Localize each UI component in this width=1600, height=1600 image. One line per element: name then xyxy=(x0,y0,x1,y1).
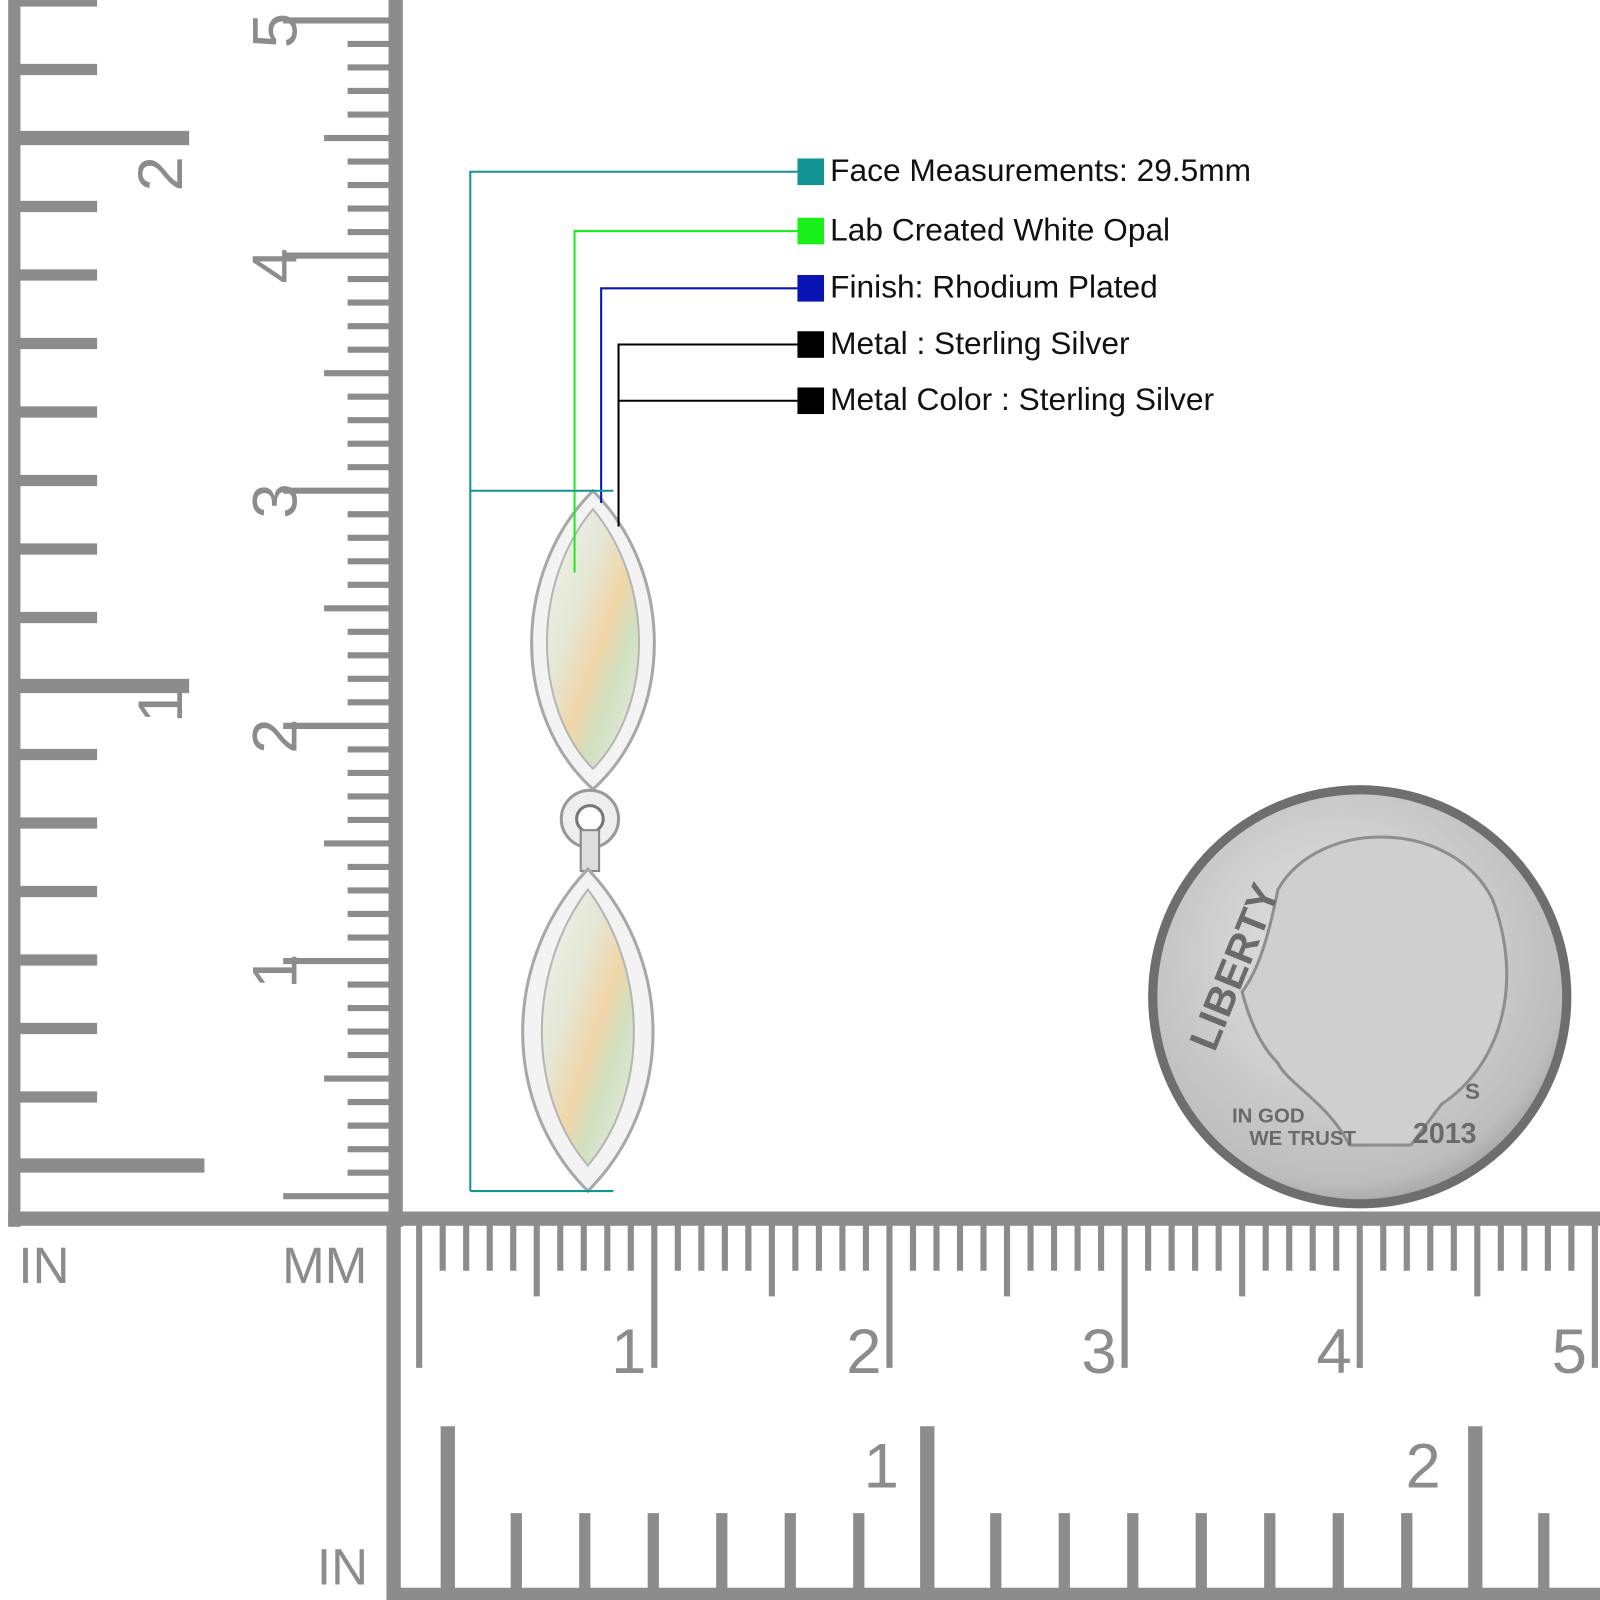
mm-number: 2 xyxy=(240,718,310,753)
legend-swatch xyxy=(797,275,825,302)
spec-label: Face Measurements: 29.5mm xyxy=(830,152,1251,188)
callout-line xyxy=(617,343,798,527)
unit-label: IN xyxy=(18,1237,69,1294)
mm-number: 5 xyxy=(240,13,310,48)
legend-swatch xyxy=(797,158,825,186)
inch-number: 1 xyxy=(126,688,196,723)
ruler-edge xyxy=(386,1211,401,1600)
mm-number: 5 xyxy=(1552,1317,1587,1387)
spec-label: Finish: Rhodium Plated xyxy=(830,269,1158,305)
unit-label: MM xyxy=(282,1237,367,1294)
coin-mint-mark: S xyxy=(1465,1079,1480,1104)
opal-stone xyxy=(540,887,635,1168)
mm-number: 4 xyxy=(1317,1317,1352,1387)
inch-number: 1 xyxy=(864,1432,899,1502)
ruler-edge xyxy=(8,0,21,1227)
link xyxy=(575,804,605,834)
spec-label: Metal : Sterling Silver xyxy=(830,325,1130,361)
mm-number: 3 xyxy=(1081,1317,1116,1387)
ruler-edge xyxy=(388,0,403,1227)
ruler-edge xyxy=(386,1587,1600,1600)
ruler-edge xyxy=(8,1211,1600,1226)
mm-number: 2 xyxy=(846,1317,881,1387)
mm-number: 1 xyxy=(611,1317,646,1387)
inch-number: 2 xyxy=(126,156,196,191)
callout-line xyxy=(600,287,798,504)
mm-number: 1 xyxy=(240,954,310,989)
opal-stone xyxy=(545,507,640,771)
mm-number: 3 xyxy=(240,483,310,518)
legend-swatch xyxy=(797,331,825,358)
coin-motto: WE TRUST xyxy=(1249,1127,1356,1150)
ruler-labels: 1 2 3 4 5 1 2 1 2 3 4 5 1 2 IN MM IN xyxy=(18,13,1587,1596)
mm-number: 4 xyxy=(240,248,310,283)
legend-swatch xyxy=(797,387,825,415)
unit-label: IN xyxy=(317,1539,368,1596)
inch-number: 2 xyxy=(1406,1432,1441,1502)
spec-label: Metal Color : Sterling Silver xyxy=(830,381,1214,417)
earring xyxy=(521,488,656,1194)
ruler-ticks xyxy=(18,0,1598,1590)
spec-label: Lab Created White Opal xyxy=(830,211,1170,247)
portrait xyxy=(1240,835,1509,1147)
spec-callouts: Face Measurements: 29.5mm Lab Created Whi… xyxy=(469,152,1251,1193)
callout-line xyxy=(573,230,798,573)
legend-swatch xyxy=(797,217,825,245)
coin-motto: IN GOD xyxy=(1232,1105,1305,1128)
rulers xyxy=(8,0,1600,1600)
coin-year: 2013 xyxy=(1413,1118,1477,1150)
dime-coin: LIBERTY IN GOD WE TRUST 2013 S xyxy=(1148,785,1572,1209)
bail xyxy=(579,829,601,873)
callout-line xyxy=(469,170,798,1192)
